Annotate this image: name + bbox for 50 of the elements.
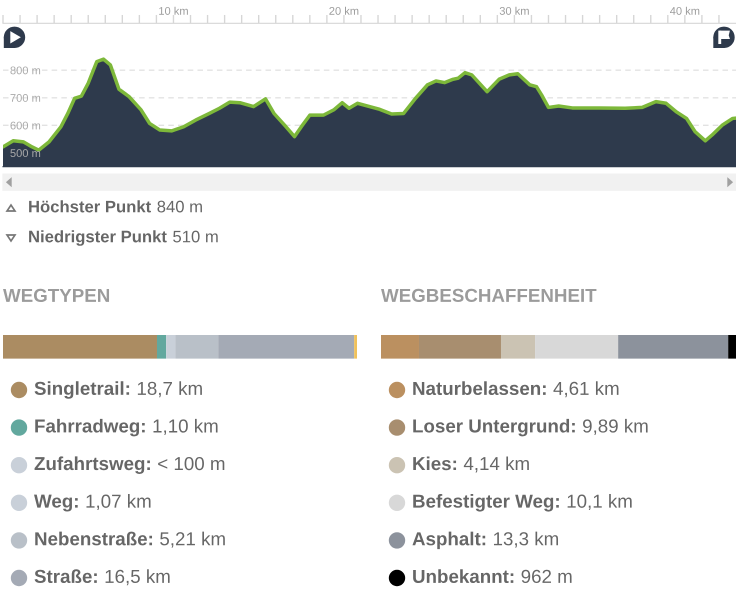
text: 962 m [522,570,572,584]
text: 1,07 km [86,494,151,510]
legend-label: Nebenstraße: [35,532,152,546]
text: 13,3 km [494,532,558,548]
x-tick-label: 40 km [670,6,700,15]
bar [381,335,419,359]
bar [535,335,618,359]
legend-label: Kies: [413,456,456,470]
x-tick-label: 20 km [329,6,358,15]
chart-title: WEGBESCHAFFENHEIT [381,288,596,302]
text: < 100 m [158,456,224,470]
text: 9,89 km [583,418,648,435]
legend-label: Singletrail: [34,381,130,399]
y-tick-label: 600 m [10,122,40,130]
legend-label: Asphalt: [412,532,486,550]
legend-label: Naturbelassen: [413,381,546,396]
bar [3,335,157,359]
bar [354,335,357,359]
text: 4,61 km [553,381,618,398]
bar [728,335,736,359]
text: 10,1 km [568,494,632,510]
text: 510 m [173,230,218,242]
y-tick-label: 800 m [10,66,40,74]
text: 16,5 km [106,569,170,586]
x-tick-label: 30 km [500,6,529,15]
x-tick-label: 10 km [159,6,188,15]
bar [166,335,176,359]
legend-label: Loser Untergrund: [413,418,575,436]
bar [218,335,354,359]
legend-label: Straße: [34,569,97,584]
bar [500,335,536,359]
bar [618,335,728,359]
text: 1,10 km [153,418,218,435]
text: 840 m [157,200,202,212]
text: 4,14 km [464,456,529,472]
legend-label: Befestigter Weg: [413,494,559,512]
text: 5,21 km [160,532,225,548]
y-tick-label: 700 m [10,94,40,102]
text: Höchster Punkt [29,200,151,212]
legend-label: Fahrradweg: [35,418,145,436]
legend-label: Weg: [34,494,78,512]
text: Niedrigster Punkt [29,230,167,246]
chart-title: WEGTYPEN [3,288,110,302]
bar [418,335,501,359]
bar [156,335,166,359]
y-tick-label: 500 m [10,149,40,158]
legend-label: Unbekannt: [413,569,514,584]
legend-label: Zufahrtsweg: [34,456,150,474]
text: 18,7 km [138,381,202,398]
bar [175,335,218,359]
